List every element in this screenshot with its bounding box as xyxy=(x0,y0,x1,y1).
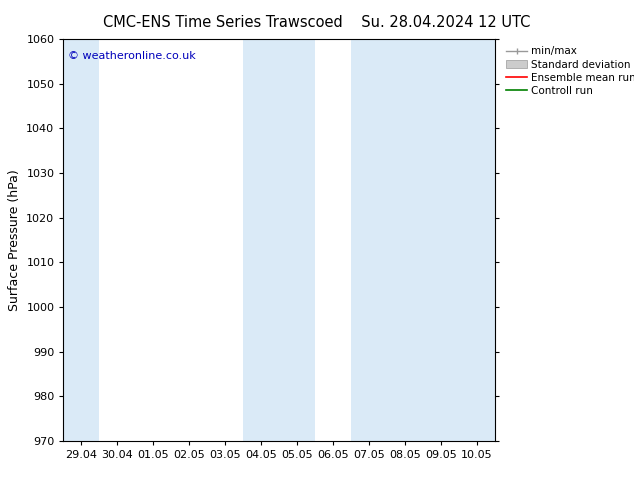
Y-axis label: Surface Pressure (hPa): Surface Pressure (hPa) xyxy=(8,169,21,311)
Bar xyxy=(63,39,100,441)
Text: CMC-ENS Time Series Trawscoed    Su. 28.04.2024 12 UTC: CMC-ENS Time Series Trawscoed Su. 28.04.… xyxy=(103,15,531,30)
Text: © weatheronline.co.uk: © weatheronline.co.uk xyxy=(68,51,195,61)
Bar xyxy=(243,39,315,441)
Legend: min/max, Standard deviation, Ensemble mean run, Controll run: min/max, Standard deviation, Ensemble me… xyxy=(504,45,634,98)
Bar xyxy=(351,39,495,441)
